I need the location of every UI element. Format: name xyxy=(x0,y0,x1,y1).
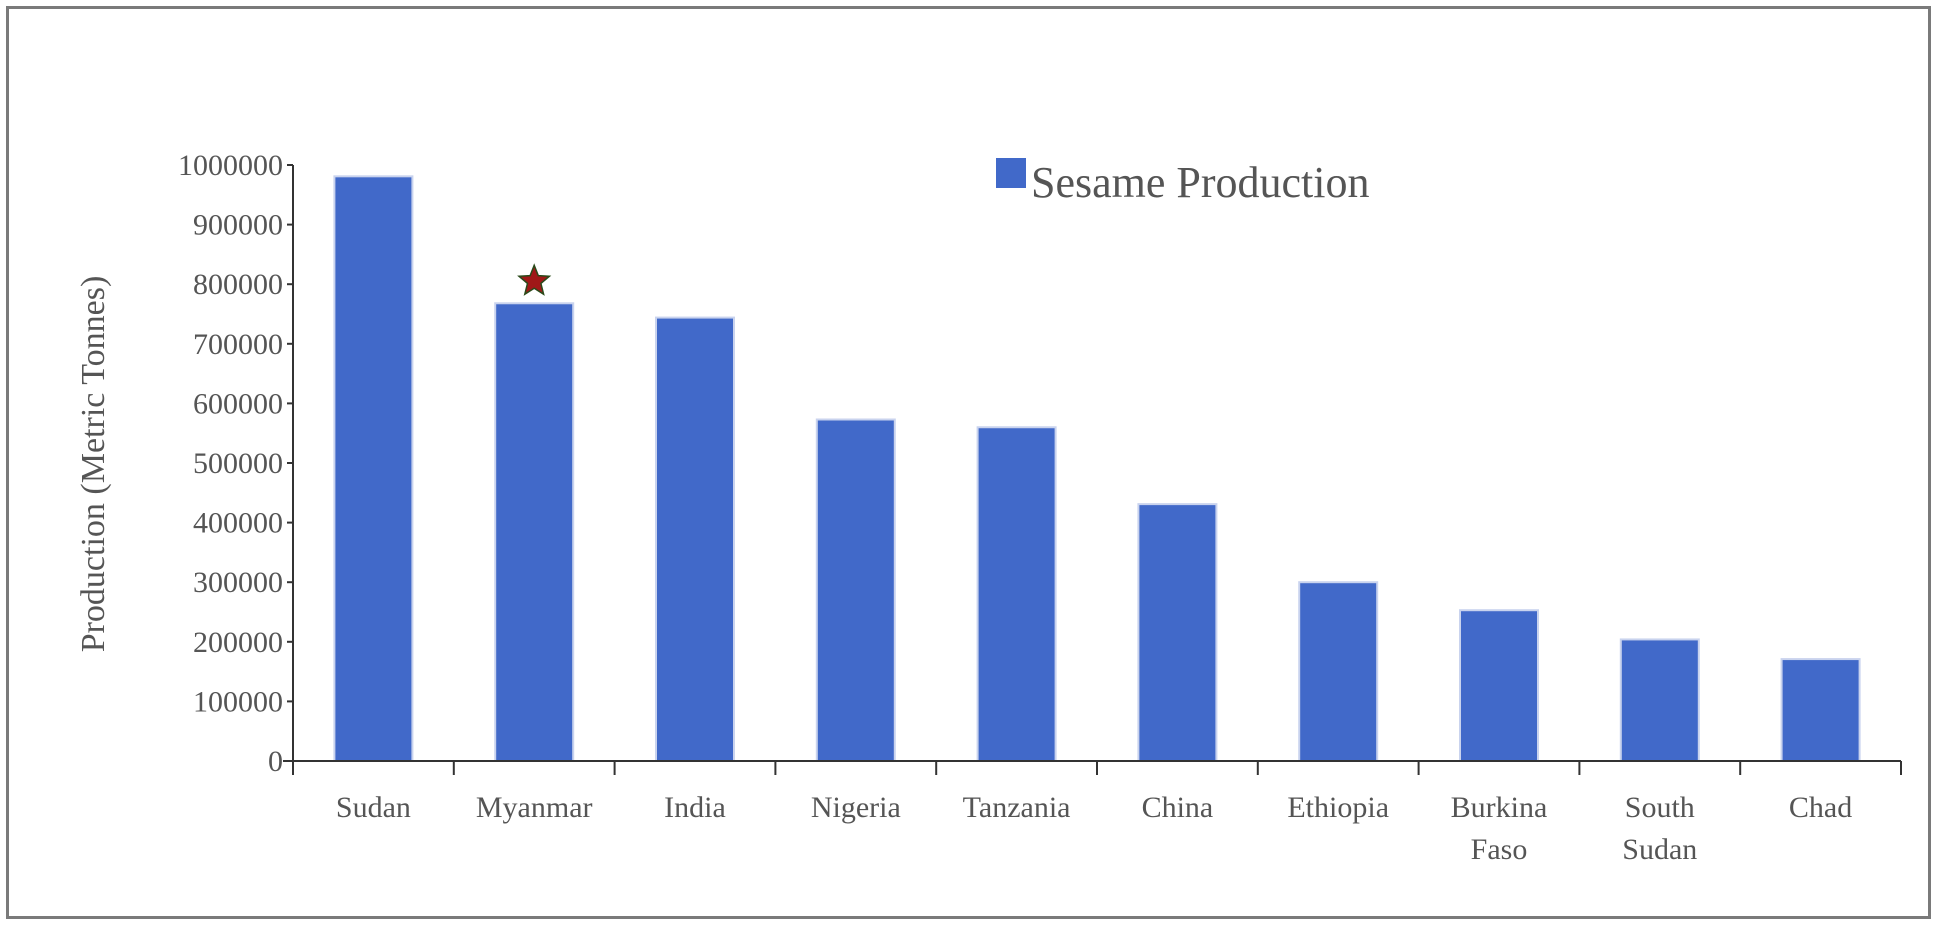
y-tick-label: 900000 xyxy=(193,209,283,242)
y-tick-label: 1000000 xyxy=(178,149,283,182)
bar xyxy=(494,302,575,762)
x-tick-label: Ethiopia xyxy=(1287,791,1389,824)
x-tick-label: Chad xyxy=(1789,791,1852,824)
bar xyxy=(1459,609,1539,762)
bar xyxy=(655,316,735,762)
y-tick-label: 100000 xyxy=(193,685,283,718)
x-tick-label: China xyxy=(1142,791,1214,824)
legend-label: Sesame Production xyxy=(1031,158,1370,207)
x-tick-label: South Sudan xyxy=(1622,791,1697,866)
x-tick-label: Sudan xyxy=(336,791,411,824)
x-axis xyxy=(283,760,1902,775)
bars xyxy=(333,175,1861,763)
bar xyxy=(815,418,896,762)
chart-frame: 0 100000 200000 300000 400000 500000 600000 700… xyxy=(6,6,1931,919)
y-tick-label: 500000 xyxy=(193,447,283,480)
y-tick-label: 700000 xyxy=(193,328,283,361)
legend-swatch xyxy=(996,158,1026,188)
star-marker-icon xyxy=(517,263,552,296)
bar xyxy=(976,426,1057,762)
x-tick-label: Tanzania xyxy=(963,791,1071,824)
y-tick-label: 200000 xyxy=(193,626,283,659)
x-tick-label: Burkina Faso xyxy=(1451,791,1548,866)
bar xyxy=(1780,658,1861,762)
bar xyxy=(1619,638,1700,763)
y-tick-label: 600000 xyxy=(193,387,283,420)
y-tick-labels: 0 100000 200000 300000 400000 500000 600000 700… xyxy=(178,149,283,778)
bar xyxy=(333,175,414,763)
x-tick-label: Nigeria xyxy=(811,791,901,824)
bar xyxy=(1298,581,1379,763)
bar xyxy=(1137,503,1218,762)
legend: Sesame Production xyxy=(996,158,1370,207)
y-axis xyxy=(287,164,294,762)
y-tick-label: 400000 xyxy=(193,507,283,540)
y-axis-title: Production (Metric Tonnes) xyxy=(75,276,112,653)
y-tick-label: 800000 xyxy=(193,268,283,301)
x-tick-labels: Sudan Myanmar India Nigeria Tanzania China Eth… xyxy=(336,791,1852,866)
x-tick-label: India xyxy=(664,791,726,824)
x-tick-label: Myanmar xyxy=(476,791,593,824)
sesame-production-bar-chart: 0 100000 200000 300000 400000 500000 600000 700… xyxy=(75,149,1902,866)
marker-layer xyxy=(517,263,552,296)
y-tick-label: 300000 xyxy=(193,566,283,599)
y-tick-label: 0 xyxy=(268,745,283,778)
